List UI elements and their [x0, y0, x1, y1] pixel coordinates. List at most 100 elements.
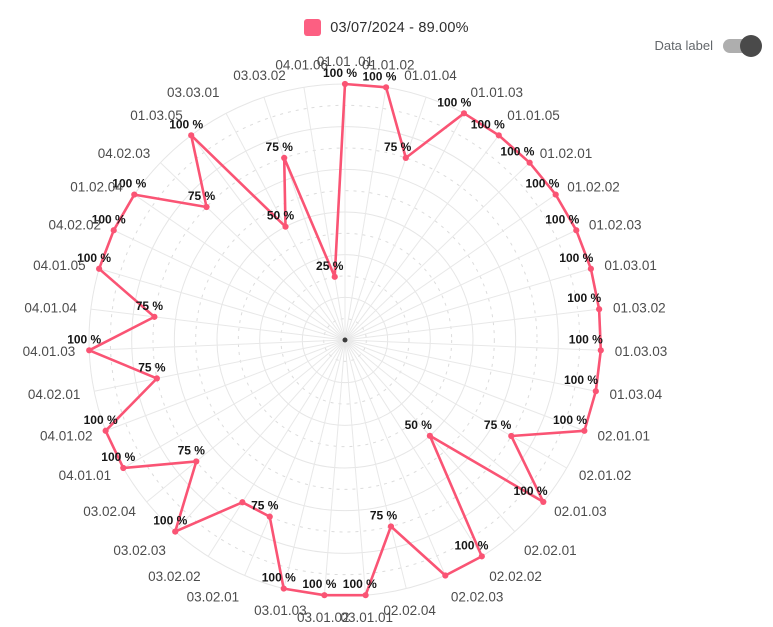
data-point: [573, 227, 580, 234]
value-label: 100 %: [454, 538, 488, 552]
data-point: [426, 432, 433, 439]
value-label: 100 %: [262, 571, 296, 585]
data-point: [96, 265, 103, 272]
grid-spoke: [344, 339, 483, 557]
data-point: [508, 432, 515, 440]
value-label: 100 %: [101, 450, 135, 464]
data-point: [382, 84, 390, 91]
data-point: [120, 464, 127, 472]
data-point: [172, 528, 179, 535]
axis-label: 03.01.01: [340, 610, 393, 625]
data-point: [552, 191, 559, 198]
grid-spoke: [323, 339, 346, 596]
value-label: 75 %: [178, 443, 206, 457]
value-label: 100 %: [77, 251, 111, 265]
data-point: [540, 498, 547, 506]
axis-label: 01.02.04: [70, 180, 123, 195]
data-point: [362, 592, 369, 599]
value-label: 75 %: [188, 189, 216, 203]
grid-spoke: [190, 135, 346, 341]
value-label: 75 %: [370, 508, 398, 522]
value-label: 100 %: [323, 66, 357, 80]
data-point: [281, 154, 288, 161]
grid-spoke: [344, 113, 465, 341]
axis-label: 03.02.04: [83, 504, 136, 519]
data-point: [131, 191, 138, 198]
data-label-toggle-label: Data label: [654, 38, 713, 53]
value-label: 100 %: [92, 212, 126, 226]
grid-spoke: [89, 339, 346, 351]
value-label: 50 %: [405, 418, 433, 432]
data-point: [596, 306, 603, 313]
axis-label: 02.02.04: [383, 603, 436, 618]
axis-label: 04.01.04: [24, 300, 77, 315]
axis-label: 04.01.03: [23, 344, 76, 359]
grid-spoke: [94, 339, 346, 392]
value-label: 75 %: [136, 299, 164, 313]
grid-spoke: [283, 339, 346, 589]
grid-spoke: [105, 339, 346, 432]
value-label: 75 %: [384, 140, 412, 154]
grid-spoke: [90, 308, 346, 341]
axis-label: 01.02.02: [567, 180, 620, 195]
value-label: 75 %: [484, 418, 512, 432]
value-label: 100 %: [569, 332, 603, 346]
grid-spoke: [344, 339, 544, 503]
grid-spoke: [146, 339, 346, 503]
axis-label: 02.02.03: [451, 589, 504, 604]
legend-label: 03/07/2024 - 89.00%: [330, 19, 469, 36]
grid-spoke: [344, 229, 577, 341]
grid-spoke: [344, 339, 446, 576]
legend: 03/07/2024 - 89.00%: [0, 19, 773, 36]
data-label-toggle-group: Data label: [654, 34, 762, 57]
grid-spoke: [263, 97, 346, 341]
axis-label: 01.01.04: [404, 68, 457, 83]
grid-spoke: [344, 339, 596, 392]
grid-spoke: [344, 97, 427, 341]
grid-spoke: [207, 339, 346, 557]
value-label: 75 %: [251, 499, 279, 513]
data-point: [442, 572, 449, 579]
axis-label: 04.02.03: [98, 146, 151, 161]
grid-spoke: [134, 194, 346, 341]
axis-label: 04.01.06: [275, 57, 328, 72]
axis-label: 03.02.02: [148, 569, 201, 584]
value-label: 100 %: [567, 291, 601, 305]
value-label: 100 %: [302, 577, 336, 591]
value-label: 100 %: [112, 177, 146, 191]
value-label: 50 %: [267, 209, 295, 223]
grid-spoke: [244, 339, 346, 576]
grid-spoke: [344, 339, 407, 589]
value-label: 100 %: [471, 117, 505, 131]
data-point: [526, 159, 533, 166]
value-label: 25 %: [316, 259, 344, 273]
axis-label: 01.02.01: [540, 146, 593, 161]
axis-label: 02.02.02: [489, 569, 542, 584]
value-label: 100 %: [559, 251, 593, 265]
data-point: [331, 273, 338, 280]
axis-label: 02.01.02: [579, 468, 632, 483]
axis-label: 03.02.01: [187, 589, 240, 604]
axis-label: 04.01.01: [59, 468, 112, 483]
data-point: [387, 523, 395, 530]
grid-spoke: [113, 229, 346, 341]
axis-label: 02.02.01: [524, 543, 577, 558]
data-point: [102, 427, 109, 434]
value-label: 100 %: [67, 332, 101, 346]
axis-label: 01.03.03: [615, 344, 668, 359]
value-label: 100 %: [169, 117, 203, 131]
data-label-toggle[interactable]: [723, 34, 762, 57]
value-label: 100 %: [153, 514, 187, 528]
grid-spoke: [344, 339, 585, 432]
data-point: [280, 585, 287, 592]
axis-label: 01.03.01: [604, 258, 657, 273]
legend-item[interactable]: 03/07/2024 - 89.00%: [304, 19, 469, 36]
data-point: [193, 458, 200, 465]
value-label: 100 %: [525, 177, 559, 191]
axis-label: 01.01.05: [507, 108, 560, 123]
axis-label: 04.01.05: [33, 258, 86, 273]
legend-swatch: [304, 19, 322, 36]
data-point: [266, 513, 273, 520]
axis-label: 03.01.03: [254, 603, 307, 618]
value-label: 100 %: [84, 413, 118, 427]
